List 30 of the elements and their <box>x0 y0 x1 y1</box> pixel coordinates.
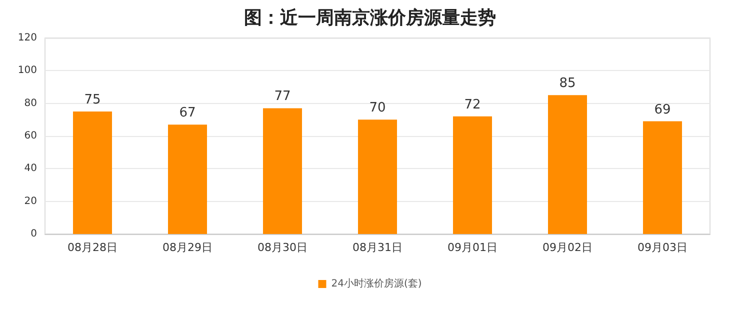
bar <box>358 120 397 234</box>
bar <box>548 95 587 234</box>
y-tick-label: 120 <box>18 32 37 44</box>
x-tick-label: 09月02日 <box>542 241 592 254</box>
bar <box>643 121 682 234</box>
bar <box>453 116 492 234</box>
legend-label: 24小时涨价房源(套) <box>331 278 422 290</box>
x-tick-label: 08月31日 <box>352 241 402 254</box>
x-tick-label: 08月29日 <box>162 241 212 254</box>
y-tick-label: 20 <box>24 196 37 207</box>
x-tick-label: 09月03日 <box>638 241 688 254</box>
data-label: 67 <box>179 106 196 121</box>
data-label: 72 <box>464 97 481 112</box>
y-tick-label: 0 <box>30 228 37 240</box>
data-label: 85 <box>559 76 576 92</box>
chart-title: 图：近一周南京涨价房源量走势 <box>244 8 496 28</box>
data-label: 77 <box>274 89 291 104</box>
bar <box>73 112 112 234</box>
bar <box>168 124 207 234</box>
bar <box>263 108 302 234</box>
y-tick-label: 40 <box>24 163 37 174</box>
data-label: 75 <box>84 92 101 108</box>
data-label: 69 <box>654 102 671 118</box>
x-tick-label: 08月28日 <box>68 241 118 254</box>
y-tick-label: 100 <box>18 65 37 76</box>
x-tick-label: 08月30日 <box>258 241 308 254</box>
x-tick-label: 09月01日 <box>448 241 498 254</box>
y-tick-label: 60 <box>24 130 37 142</box>
y-tick-label: 80 <box>24 98 37 109</box>
data-label: 70 <box>369 100 386 116</box>
